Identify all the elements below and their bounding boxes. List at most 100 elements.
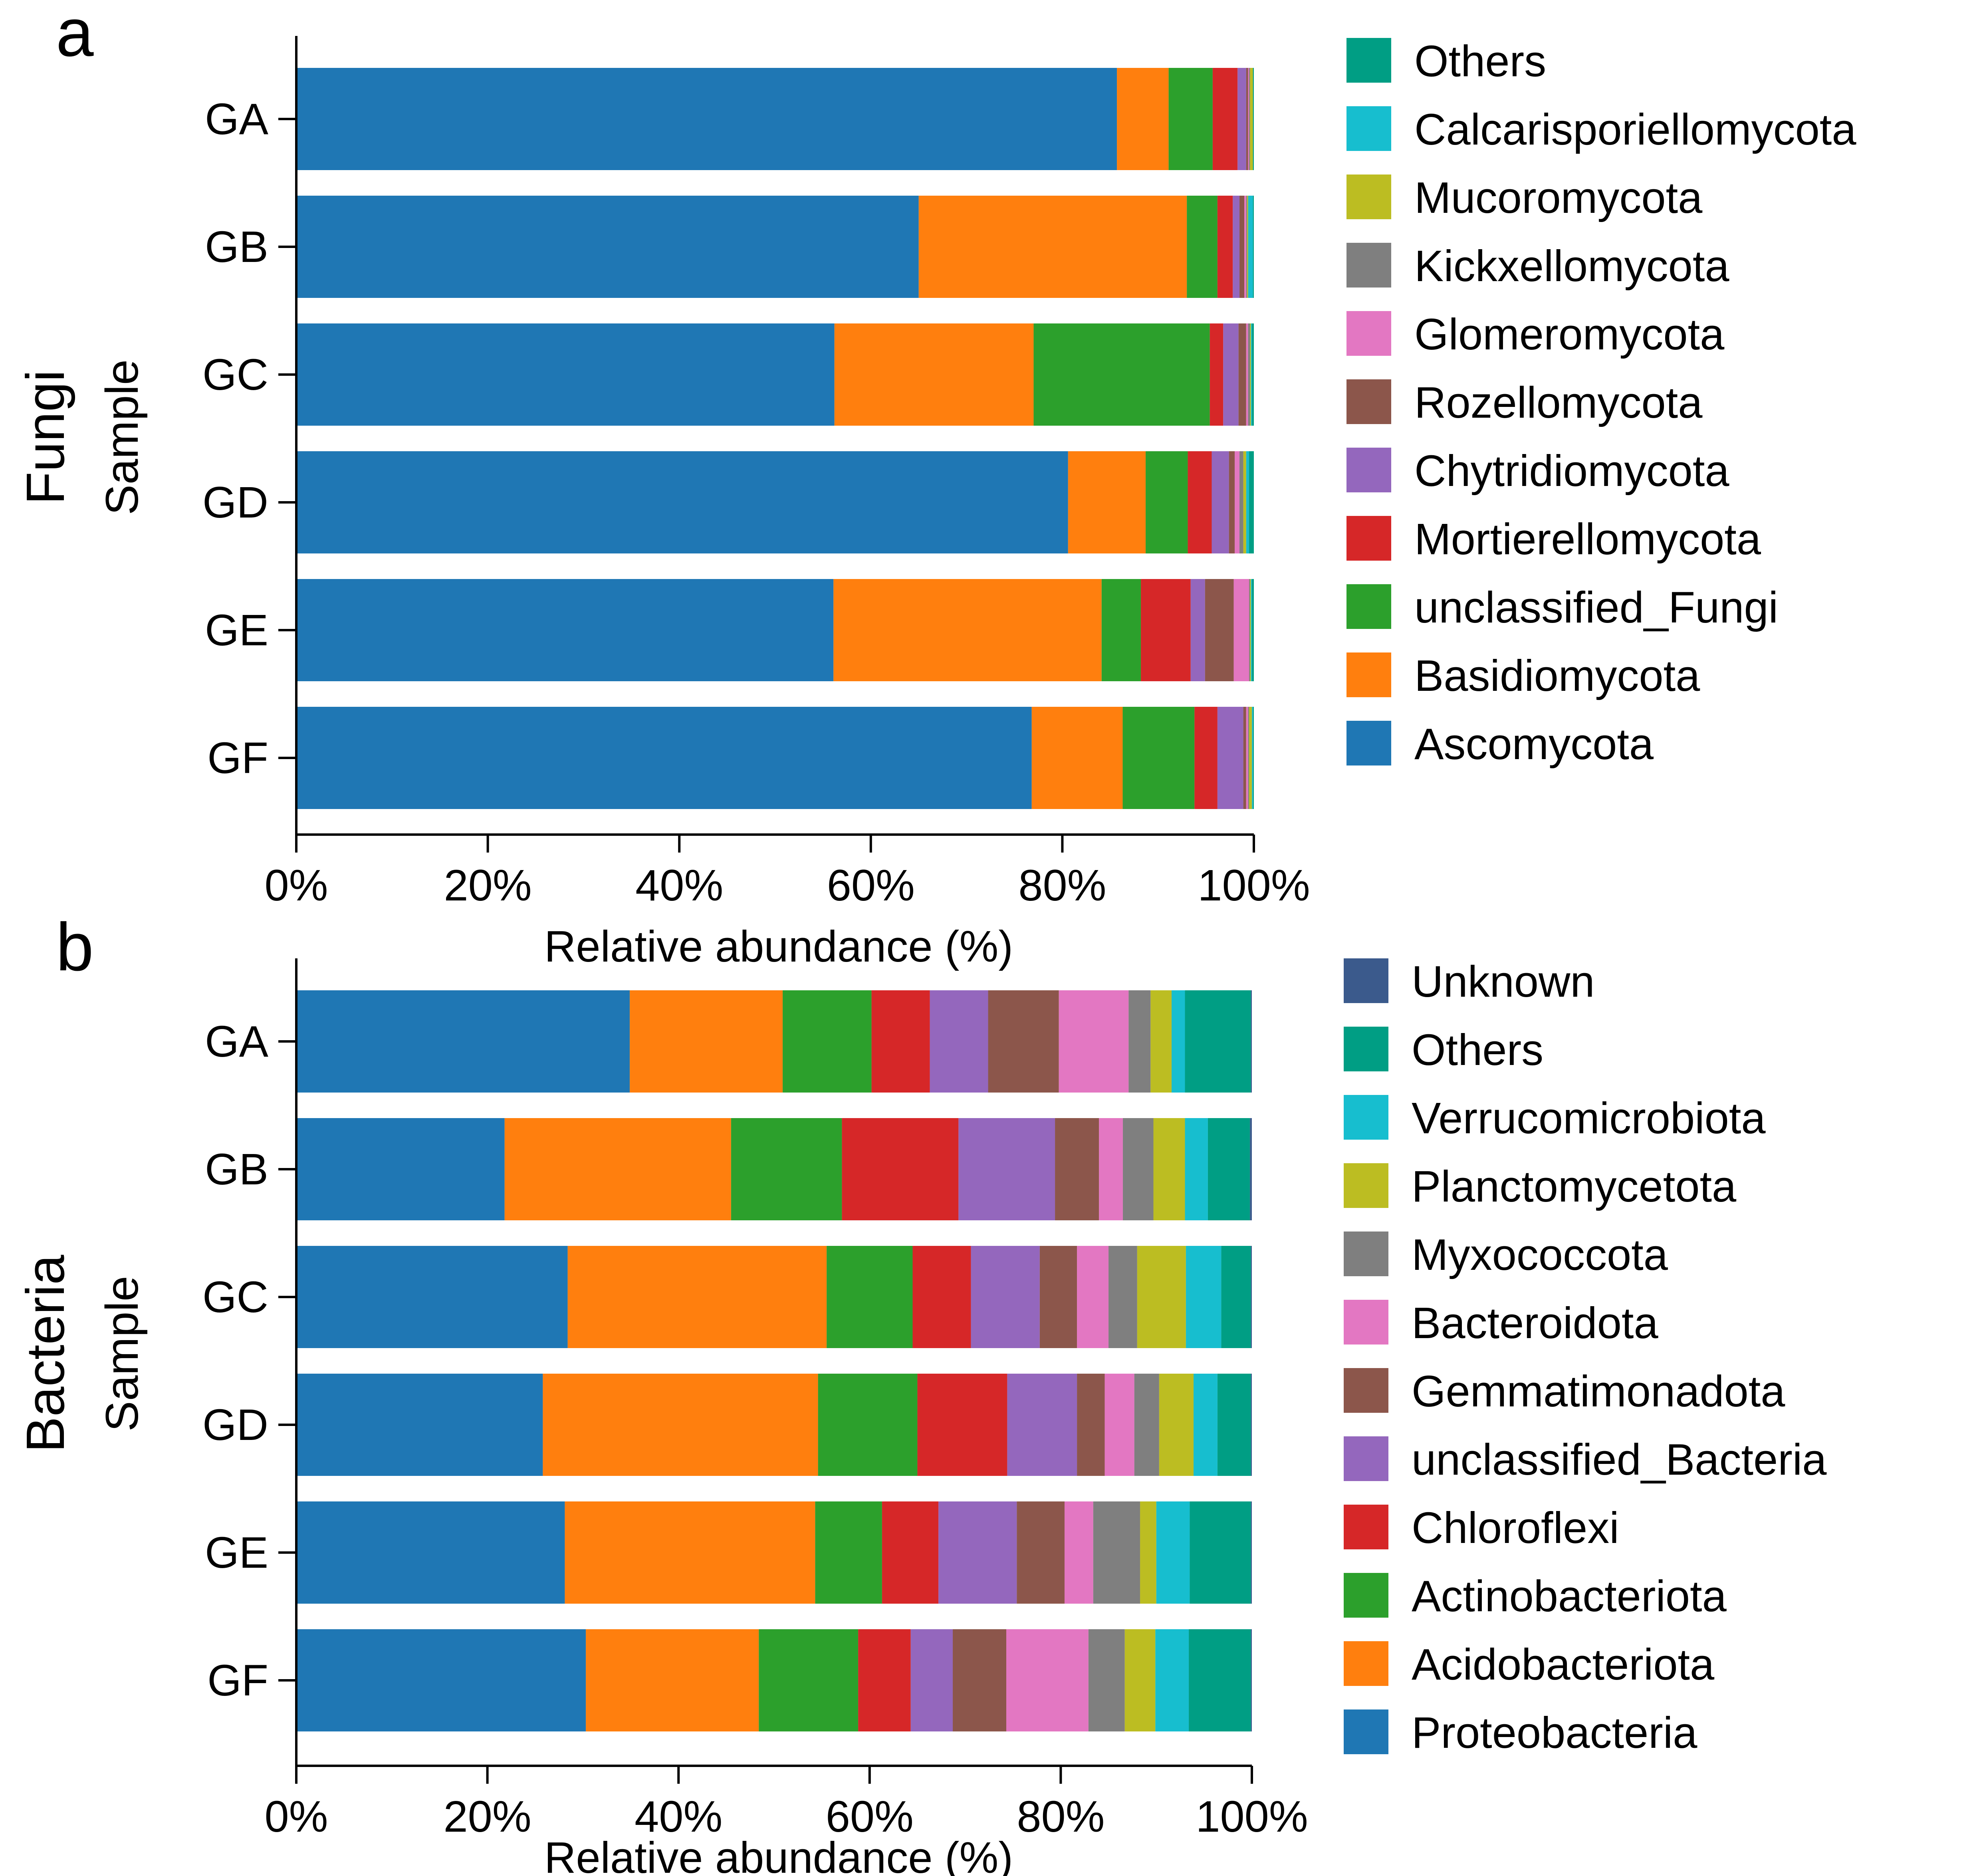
bar-segment-gc-others bbox=[1252, 323, 1254, 426]
panel-b-x-axis-label: Relative abundance (%) bbox=[544, 1833, 1013, 1876]
bar-segment-gf-calcarisporiellomycota bbox=[1252, 707, 1253, 809]
bar-segment-gf-chloroflexi bbox=[858, 1629, 911, 1731]
bar-segment-gf-kickxellomycota bbox=[1248, 707, 1249, 809]
bar-segment-gd-gemmatimonadota bbox=[1077, 1374, 1105, 1476]
bar-segment-gc-chytridiomycota bbox=[1223, 323, 1239, 426]
bar-segment-ge-basidiomycota bbox=[833, 579, 1102, 681]
x-tick-label: 40% bbox=[635, 1792, 722, 1841]
bar-segment-ga-proteobacteria bbox=[296, 990, 630, 1093]
bar-segment-ge-planctomycetota bbox=[1140, 1501, 1156, 1604]
bar-segment-gb-myxococcota bbox=[1122, 1118, 1154, 1220]
bar-segment-gb-unknown bbox=[1250, 1118, 1252, 1220]
bar-segment-ga-myxococcota bbox=[1128, 990, 1151, 1093]
bar-segment-ge-calcarisporiellomycota bbox=[1251, 579, 1252, 681]
legend-label-chloroflexi: Chloroflexi bbox=[1412, 1503, 1619, 1553]
y-tick-label: GC bbox=[202, 1273, 268, 1322]
bar-segment-ge-proteobacteria bbox=[296, 1501, 565, 1604]
legend-swatch-rozellomycota bbox=[1346, 379, 1391, 424]
bar-segment-ga-acidobacteriota bbox=[630, 990, 783, 1093]
legend-label-planctomycetota: Planctomycetota bbox=[1412, 1162, 1737, 1211]
bar-segment-ga-unclassified-bacteria bbox=[930, 990, 988, 1093]
legend-label-gemmatimonadota: Gemmatimonadota bbox=[1412, 1367, 1785, 1416]
x-tick-label: 0% bbox=[265, 1792, 328, 1841]
bar-segment-gd-glomeromycota bbox=[1235, 451, 1240, 553]
panel-a-letter: a bbox=[56, 0, 94, 71]
y-tick-label: GF bbox=[207, 1656, 268, 1705]
bar-segment-gf-basidiomycota bbox=[1031, 707, 1123, 809]
bar-segment-gb-planctomycetota bbox=[1153, 1118, 1185, 1220]
legend-label-others: Others bbox=[1412, 1025, 1543, 1075]
bar-segment-gb-calcarisporiellomycota bbox=[1248, 196, 1253, 298]
bar-segment-gb-chloroflexi bbox=[842, 1118, 959, 1220]
x-tick-label: 20% bbox=[444, 861, 532, 910]
legend-swatch-others bbox=[1344, 1027, 1388, 1071]
bar-segment-gc-proteobacteria bbox=[296, 1246, 568, 1348]
bar-segment-ge-gemmatimonadota bbox=[1017, 1501, 1065, 1604]
legend-label-rozellomycota: Rozellomycota bbox=[1414, 378, 1703, 427]
legend-label-calcarisporiellomycota: Calcarisporiellomycota bbox=[1414, 105, 1856, 154]
bar-segment-ge-kickxellomycota bbox=[1249, 579, 1250, 681]
bar-segment-ge-actinobacteriota bbox=[815, 1501, 882, 1604]
bar-segment-gc-bacteroidota bbox=[1077, 1246, 1109, 1348]
bar-segment-gf-gemmatimonadota bbox=[952, 1629, 1006, 1731]
bar-segment-ga-rozellomycota bbox=[1246, 68, 1248, 170]
bar-segment-ga-mortierellomycota bbox=[1212, 68, 1238, 170]
bar-segment-gc-verrucomicrobiota bbox=[1186, 1246, 1222, 1348]
legend-swatch-unknown bbox=[1344, 958, 1388, 1003]
legend-label-others: Others bbox=[1414, 37, 1546, 86]
legend-label-verrucomicrobiota: Verrucomicrobiota bbox=[1412, 1094, 1766, 1143]
x-tick-label: 0% bbox=[265, 861, 328, 910]
legend-swatch-basidiomycota bbox=[1346, 652, 1391, 697]
bar-segment-gc-myxococcota bbox=[1108, 1246, 1137, 1348]
bar-segment-gc-unclassified-bacteria bbox=[971, 1246, 1040, 1348]
bar-segment-gd-mortierellomycota bbox=[1188, 451, 1212, 553]
bar-segment-gf-unknown bbox=[1251, 1629, 1252, 1731]
bar-segment-ge-bacteroidota bbox=[1064, 1501, 1093, 1604]
bar-segment-ga-ascomycota bbox=[296, 68, 1117, 170]
bar-segment-ge-unknown bbox=[1251, 1501, 1252, 1604]
bar-segment-gb-gemmatimonadota bbox=[1055, 1118, 1099, 1220]
y-tick-label: GC bbox=[202, 350, 268, 399]
bar-segment-ga-glomeromycota bbox=[1248, 68, 1249, 170]
bar-segment-gb-ascomycota bbox=[296, 196, 919, 298]
bar-segment-gb-bacteroidota bbox=[1099, 1118, 1123, 1220]
bar-segment-gb-others bbox=[1208, 1118, 1250, 1220]
bar-segment-gf-mortierellomycota bbox=[1194, 707, 1218, 809]
bar-segment-ga-unknown bbox=[1251, 990, 1252, 1093]
x-tick-label: 100% bbox=[1196, 1792, 1308, 1841]
bar-segment-gc-planctomycetota bbox=[1137, 1246, 1186, 1348]
bar-segment-ge-others bbox=[1190, 1501, 1251, 1604]
bar-segment-gd-chloroflexi bbox=[917, 1374, 1007, 1476]
bar-segment-gd-kickxellomycota bbox=[1239, 451, 1243, 553]
legend-swatch-unclassified-fungi bbox=[1346, 584, 1391, 629]
bar-segment-gc-rozellomycota bbox=[1238, 323, 1246, 426]
bar-segment-ge-chloroflexi bbox=[882, 1501, 939, 1604]
bar-segment-ge-unclassified-fungi bbox=[1101, 579, 1141, 681]
x-tick-label: 100% bbox=[1198, 861, 1310, 910]
bar-segment-gc-basidiomycota bbox=[834, 323, 1034, 426]
bar-segment-gd-calcarisporiellomycota bbox=[1246, 451, 1249, 553]
bar-segment-gf-actinobacteriota bbox=[759, 1629, 859, 1731]
legend-swatch-gemmatimonadota bbox=[1344, 1368, 1388, 1413]
legend-label-actinobacteriota: Actinobacteriota bbox=[1412, 1572, 1727, 1621]
bar-segment-gf-acidobacteriota bbox=[586, 1629, 759, 1731]
bar-segment-gf-unclassified-bacteria bbox=[910, 1629, 953, 1731]
bar-segment-ge-glomeromycota bbox=[1233, 579, 1249, 681]
bar-segment-gd-unclassified-bacteria bbox=[1007, 1374, 1077, 1476]
legend-swatch-mucoromycota bbox=[1346, 175, 1391, 219]
bar-segment-gc-calcarisporiellomycota bbox=[1251, 323, 1252, 426]
bar-segment-gc-unknown bbox=[1251, 1246, 1252, 1348]
bar-segment-gf-planctomycetota bbox=[1124, 1629, 1156, 1731]
bar-segment-gf-rozellomycota bbox=[1243, 707, 1246, 809]
legend-label-myxococcota: Myxococcota bbox=[1412, 1230, 1668, 1279]
legend-swatch-chytridiomycota bbox=[1346, 448, 1391, 492]
bar-segment-gd-mucoromycota bbox=[1243, 451, 1246, 553]
bar-segment-ga-others bbox=[1185, 990, 1251, 1093]
legend-swatch-acidobacteriota bbox=[1344, 1641, 1388, 1686]
bar-segment-ga-bacteroidota bbox=[1059, 990, 1129, 1093]
bar-segment-ga-chloroflexi bbox=[871, 990, 930, 1093]
legend-swatch-chloroflexi bbox=[1344, 1505, 1388, 1549]
legend-swatch-actinobacteriota bbox=[1344, 1573, 1388, 1618]
legend-label-basidiomycota: Basidiomycota bbox=[1414, 651, 1700, 700]
